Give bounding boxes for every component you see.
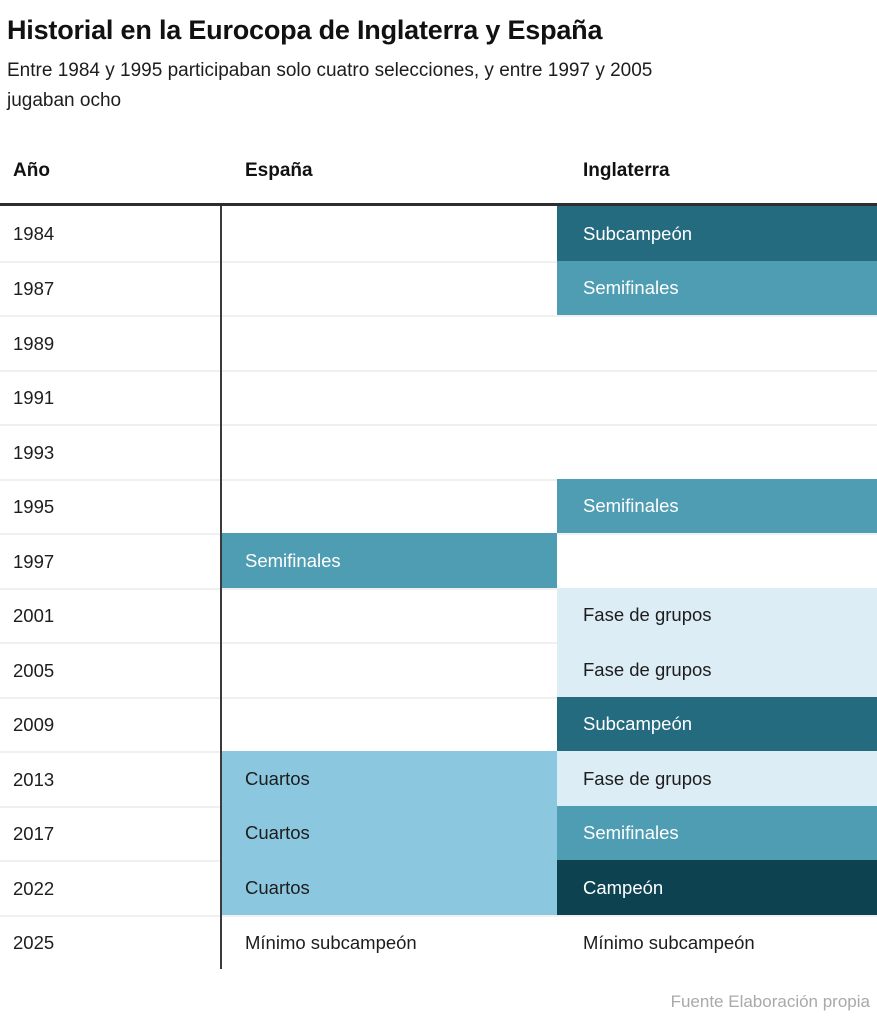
table-row: 2013 Cuartos Fase de grupos <box>0 751 877 806</box>
spain-result-cell <box>222 206 557 261</box>
spain-result-cell <box>222 424 557 479</box>
eurocopa-history-table: Año España Inglaterra 1984 Subcampeón 1987… <box>0 160 877 970</box>
page-title: Historial en la Eurocopa de Inglaterra y… <box>7 15 603 45</box>
england-result-cell: Subcampeón <box>557 206 877 261</box>
table-row: 1989 <box>0 315 877 370</box>
table-row: 2005 Fase de grupos <box>0 642 877 697</box>
year-cell: 2017 <box>0 805 222 861</box>
spain-result-cell <box>222 587 557 643</box>
spain-result-cell <box>222 642 557 697</box>
spain-result-cell: Cuartos <box>222 805 557 861</box>
table-row: 1997 Semifinales <box>0 533 877 588</box>
table-row: 2025 Mínimo subcampeón Mínimo subcampeón <box>0 914 877 970</box>
england-result-cell: Subcampeón <box>557 696 877 752</box>
table-row: 1993 <box>0 424 877 479</box>
england-result-cell <box>557 533 877 588</box>
england-result-cell <box>557 424 877 479</box>
england-result-cell: Fase de grupos <box>557 751 877 806</box>
spain-result-cell: Cuartos <box>222 751 557 806</box>
year-cell: 2005 <box>0 642 222 697</box>
table-row: 1984 Subcampeón <box>0 206 877 261</box>
spain-result-cell: Cuartos <box>222 860 557 915</box>
table-row: 2017 Cuartos Semifinales <box>0 805 877 861</box>
england-result-cell <box>557 315 877 370</box>
table-row: 1987 Semifinales <box>0 260 877 316</box>
column-header-spain: España <box>245 160 313 182</box>
england-result-cell: Campeón <box>557 860 877 915</box>
england-result-cell: Mínimo subcampeón <box>557 914 877 970</box>
spain-result-cell <box>222 260 557 316</box>
england-result-cell: Semifinales <box>557 260 877 316</box>
spain-result-cell <box>222 478 557 534</box>
spain-result-cell <box>222 369 557 425</box>
spain-result-cell: Semifinales <box>222 533 557 588</box>
year-cell: 1993 <box>0 424 222 479</box>
year-cell: 1989 <box>0 315 222 370</box>
table-row: 1991 <box>0 369 877 425</box>
england-result-cell: Semifinales <box>557 478 877 534</box>
spain-result-cell <box>222 315 557 370</box>
year-cell: 2009 <box>0 696 222 752</box>
year-cell: 2022 <box>0 860 222 915</box>
spain-result-cell: Mínimo subcampeón <box>222 914 557 970</box>
england-result-cell: Fase de grupos <box>557 587 877 643</box>
table-header-row: Año España Inglaterra <box>0 160 877 207</box>
year-cell: 1984 <box>13 222 55 244</box>
table-row: 2009 Subcampeón <box>0 696 877 752</box>
england-result-cell <box>557 369 877 425</box>
column-header-year: Año <box>13 160 50 182</box>
year-cell: 1987 <box>0 260 222 316</box>
year-cell: 1991 <box>0 369 222 425</box>
year-cell: 1997 <box>0 533 222 588</box>
year-cell: 1995 <box>0 478 222 534</box>
column-divider-line <box>220 206 222 970</box>
table-body: 1984 Subcampeón 1987 Semifinales 1989 1991 199… <box>0 206 877 970</box>
england-result-cell: Fase de grupos <box>557 642 877 697</box>
table-row: 1995 Semifinales <box>0 478 877 534</box>
table-row: 2001 Fase de grupos <box>0 587 877 643</box>
table-row: 2022 Cuartos Campeón <box>0 860 877 915</box>
column-header-england: Inglaterra <box>583 160 670 182</box>
spain-result-cell <box>222 696 557 752</box>
page-subtitle: Entre 1984 y 1995 participaban solo cuat… <box>7 60 653 112</box>
year-cell: 2001 <box>0 587 222 643</box>
england-result-cell: Semifinales <box>557 805 877 861</box>
year-cell: 2013 <box>0 751 222 806</box>
year-cell: 2025 <box>0 914 222 970</box>
source-note: Fuente Elaboración propia <box>670 992 870 1012</box>
